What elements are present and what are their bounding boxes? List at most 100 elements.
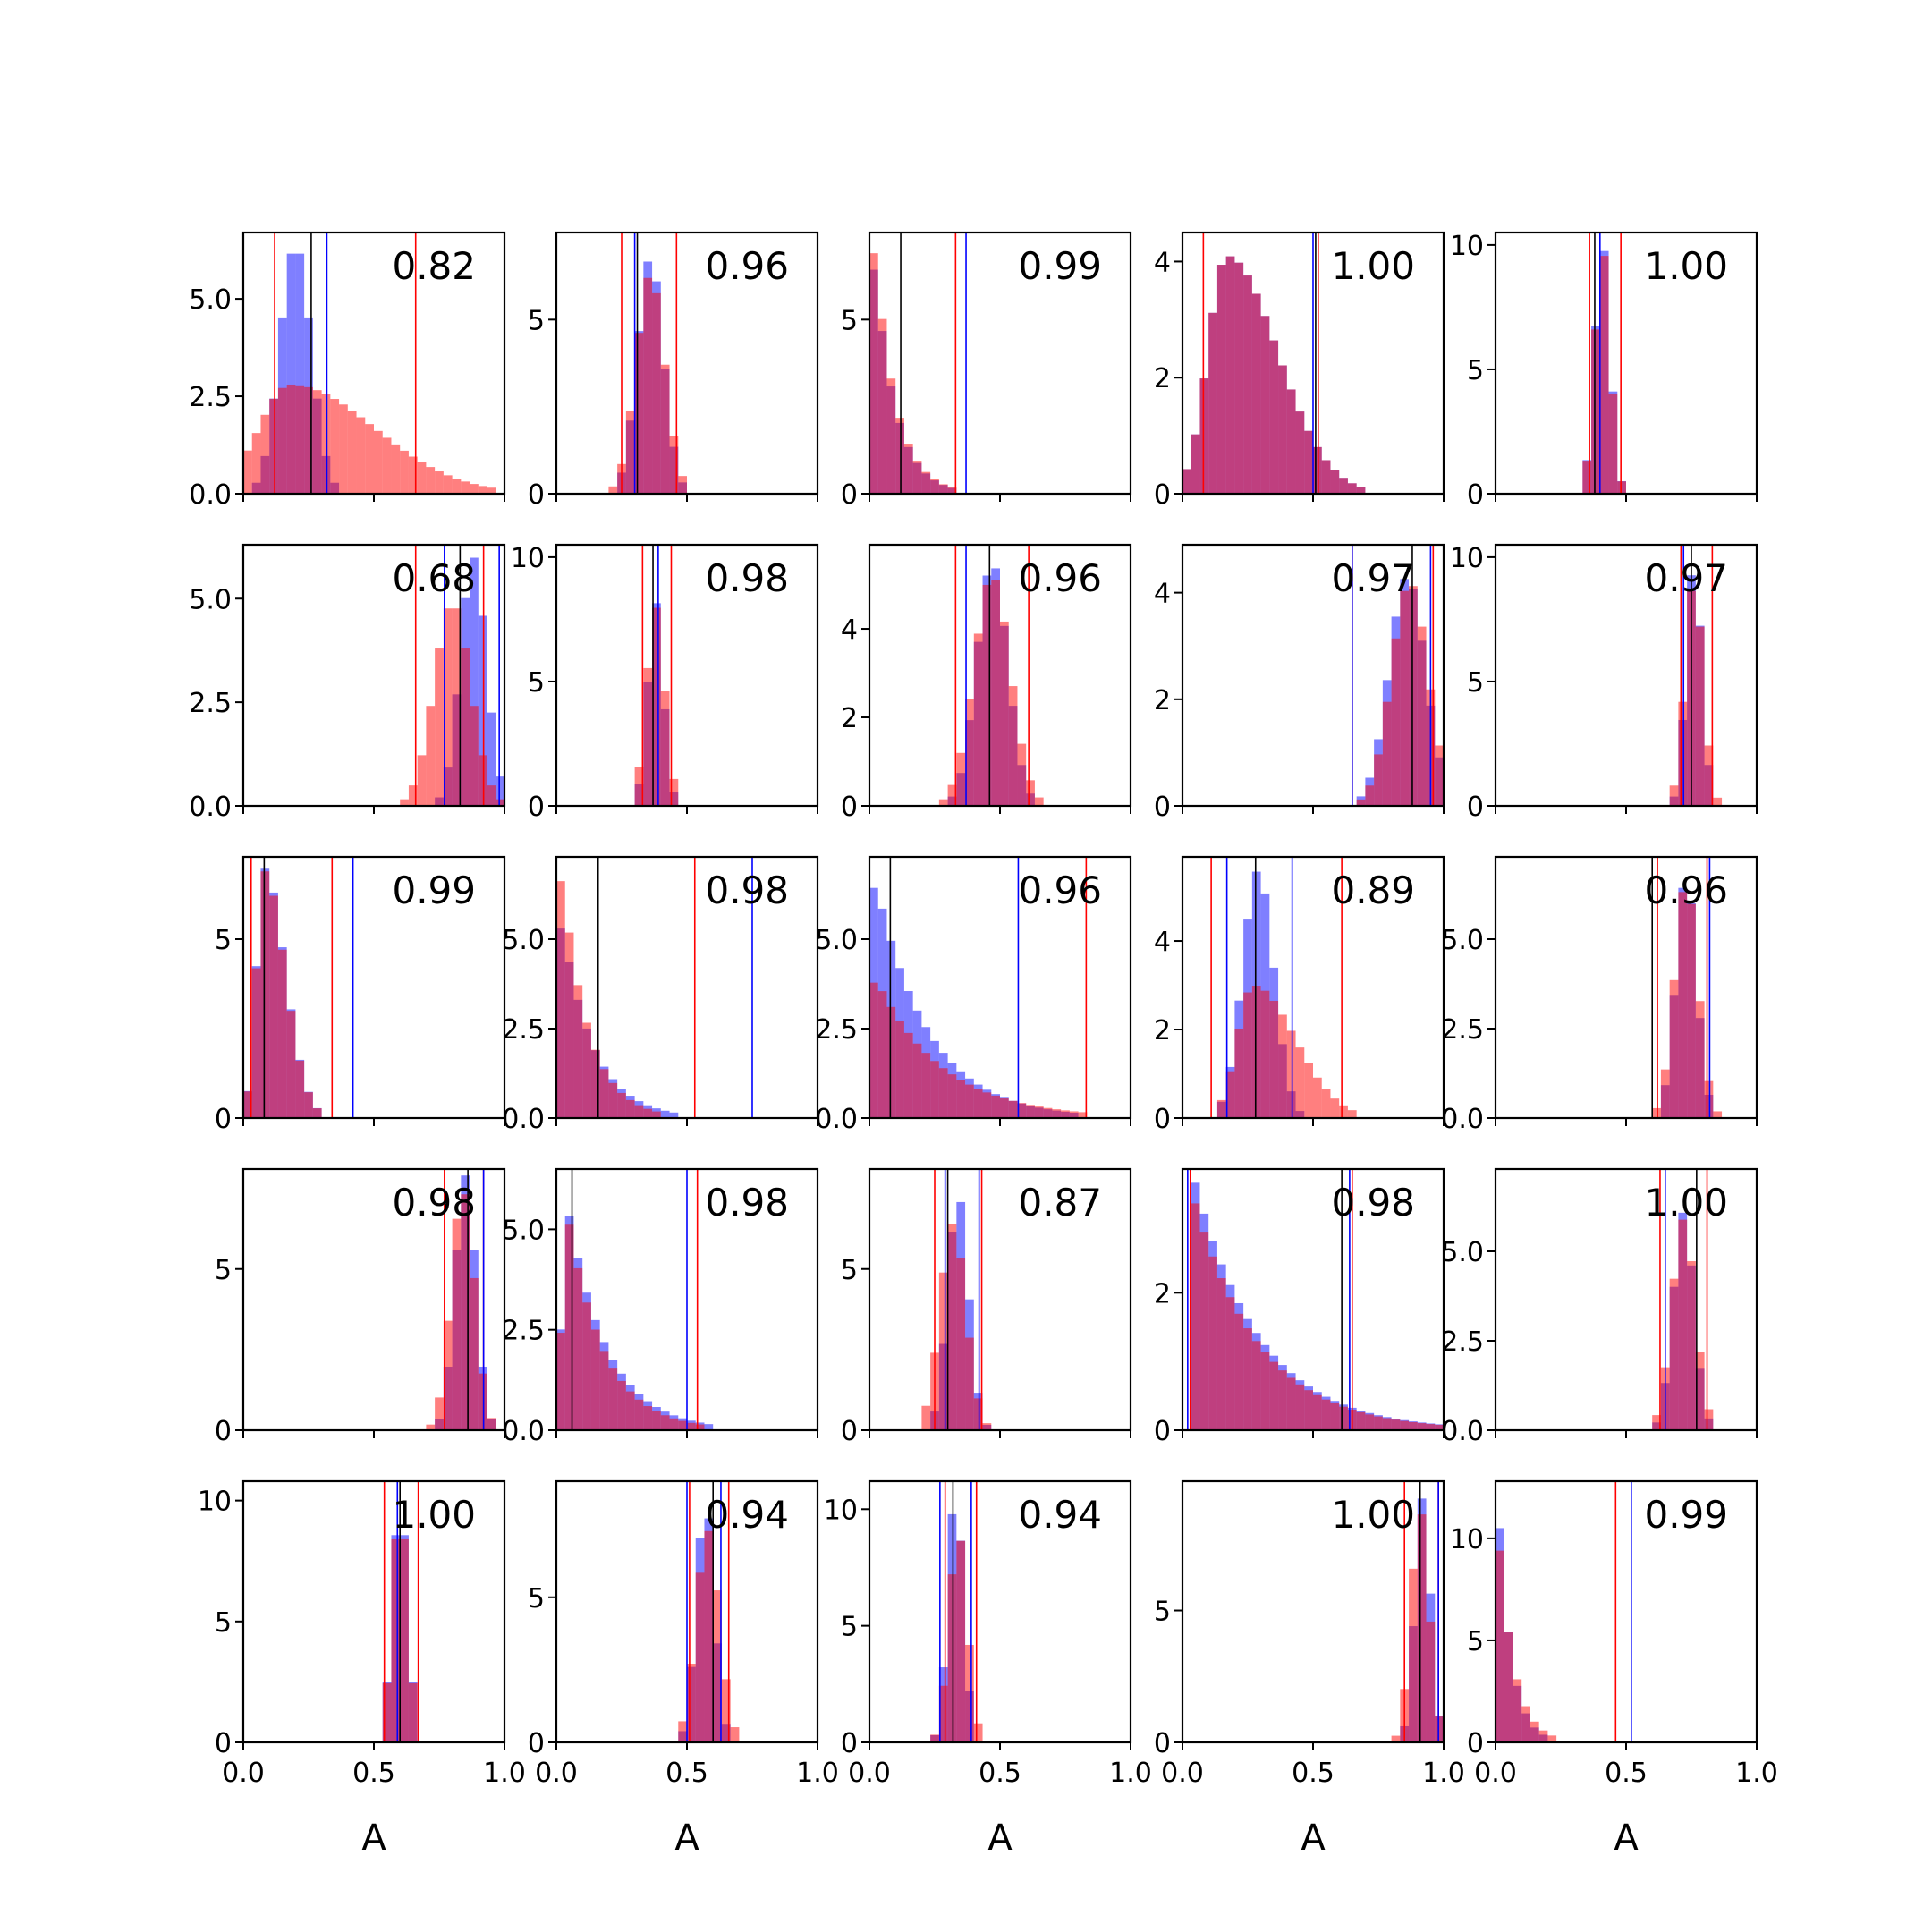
y-tick-label: 0 [528,1728,545,1759]
red-hist-bar [938,1068,948,1118]
red-hist-bar [1269,1361,1279,1430]
red-hist-bar [1286,389,1296,494]
red-hist-bar [295,385,305,494]
red-hist-bar [312,1108,322,1118]
red-hist-bar [1295,411,1305,494]
panel-5-4: 0 5 0.0 0.5 1.0 1.00 [1154,1479,1465,1789]
red-hist-bar [625,411,635,494]
red-hist-bar [687,1664,696,1742]
red-hist-bar [1617,481,1626,494]
red-hist-bar [1695,1352,1705,1430]
red-hist-bar [991,1095,1000,1118]
red-hist-bar [599,1069,609,1118]
panel-value-label: 0.96 [1644,869,1728,912]
red-hist-bar [1234,262,1244,494]
y-tick-label: 2 [1154,1015,1171,1046]
red-hist-bar [1321,460,1331,494]
red-hist-bar [1330,1402,1340,1430]
red-hist-bar [295,1060,305,1118]
red-hist-bar [1304,430,1313,494]
y-tick-label: 5 [841,305,858,336]
red-hist-bar [947,487,957,494]
panel-3-5: 0.0 2.5 5.0 0.96 [1441,855,1758,1135]
red-hist-bar [1061,1110,1070,1118]
y-tick-label: 0 [528,479,545,511]
red-hist-bar [1034,797,1044,806]
red-hist-bar [608,486,618,494]
red-hist-bar [1304,1063,1313,1118]
red-hist-bar [1251,1341,1261,1430]
x-tick-label: 0.0 [222,1758,265,1789]
red-hist-bar [1191,434,1200,494]
red-hist-bar [564,1224,574,1430]
y-tick-label: 5 [1154,1597,1171,1628]
y-tick-label: 5.0 [815,925,858,956]
y-tick-label: 10 [198,1487,232,1518]
x-tick-label: 0.0 [848,1758,891,1789]
red-hist-bar [1260,316,1270,494]
red-hist-bar [1391,638,1401,806]
y-tick-label: 2.5 [189,382,232,413]
blue-hist-bar [660,1110,670,1118]
red-hist-bar [643,1108,653,1118]
red-hist-bar [1365,1414,1375,1430]
x-tick-label: 0.5 [1292,1758,1335,1789]
red-hist-bar [1660,1069,1670,1118]
red-hist-bar [678,1721,687,1742]
red-hist-bar [426,706,436,806]
y-tick-label: 5 [528,667,545,699]
red-hist-bar [1069,1111,1079,1118]
red-hist-bar [947,1074,957,1118]
red-hist-bar [573,1267,583,1430]
red-hist-bar [660,1415,670,1430]
red-hist-bar [1530,1721,1539,1742]
y-tick-label: 2.5 [502,1316,545,1347]
red-hist-bar [452,608,462,806]
red-hist-bar [1426,1424,1436,1430]
y-tick-label: 0.0 [189,479,232,511]
red-hist-bar [1269,340,1279,494]
y-tick-label: 0 [1467,1728,1484,1759]
red-hist-bar [260,414,270,494]
red-hist-bar [652,292,661,494]
red-hist-bar [695,1424,705,1430]
panel-value-label: 0.97 [1331,556,1415,600]
red-hist-bar [973,1398,983,1430]
red-hist-bar [1496,1550,1504,1742]
panel-3-1: 050.99 [215,855,506,1135]
red-hist-bar [869,982,878,1118]
red-hist-bar [965,1337,974,1430]
panel-2-3: 0 2 4 0.96 [841,543,1132,823]
panel-1-1: 0.0 2.5 5.0 0.82 [189,231,506,511]
red-hist-bar [965,1644,974,1742]
red-hist-bar [1286,1377,1296,1430]
y-tick-label: 2.5 [502,1014,545,1046]
red-hist-bar [590,1049,600,1118]
y-tick-label: 0 [215,1104,232,1135]
red-hist-bar [1382,1418,1392,1430]
red-hist-bar [652,607,661,806]
red-hist-bar [973,1089,983,1118]
red-hist-bar [1382,701,1392,806]
red-hist-bar [1704,1409,1714,1430]
red-hist-bar [947,784,957,806]
red-hist-bar [1417,1423,1427,1430]
red-hist-bar [1356,1411,1366,1430]
red-hist-bar [382,1682,392,1742]
red-hist-bar [1043,1107,1053,1118]
panel-value-label: 0.87 [1018,1181,1102,1224]
red-hist-bar [1216,265,1226,494]
red-hist-bar [1216,1099,1226,1118]
red-hist-bar [965,1084,974,1118]
panel-5-1: 0 5 10 0.0 0.5 1.0 1.00 [198,1479,526,1789]
blue-hist-bar [470,557,479,806]
red-hist-bar [1652,1107,1661,1118]
panel-value-label: 1.00 [1331,244,1415,288]
y-tick-label: 5.0 [502,1215,545,1246]
red-hist-bar [991,580,1000,806]
red-hist-bar [1391,1419,1401,1430]
red-hist-bar [678,1420,687,1430]
red-hist-bar [243,450,252,494]
red-hist-bar [973,1723,983,1742]
red-hist-bar [1339,478,1348,494]
